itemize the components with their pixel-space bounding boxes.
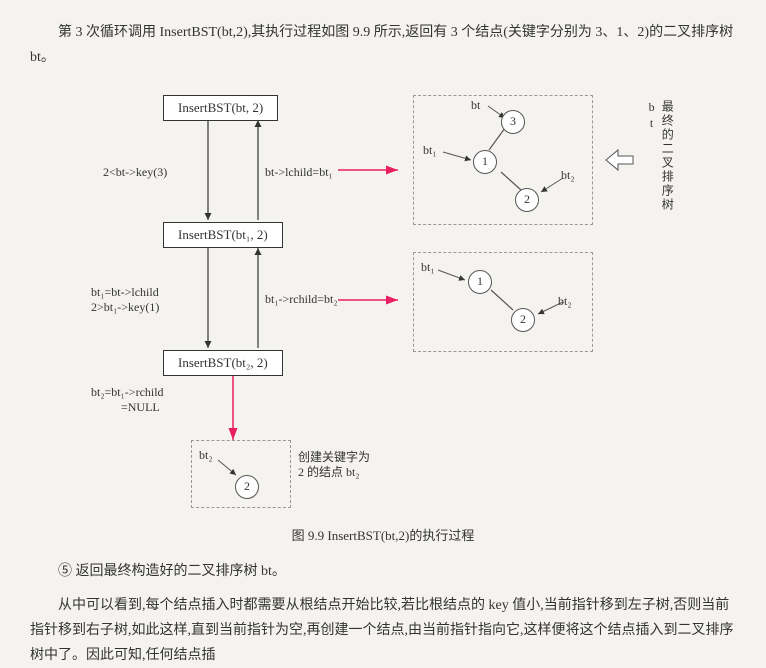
new-node-bt2-label: bt₂	[199, 448, 213, 464]
call-box-1: InsertBST(bt, 2)	[163, 95, 278, 121]
edge-label-left3a: bt₂=bt₁->rchild	[91, 385, 164, 401]
outro-p1: ⑤ 返回最终构造好的二叉排序树 bt。	[30, 559, 736, 584]
edge-label-right2: bt₁->rchild=bt₂	[265, 292, 338, 308]
side-vertical-text: 最终的二叉排序树 bt	[643, 100, 674, 230]
tree2-bt1-label: bt₁	[421, 260, 435, 276]
tree1-bt-label: bt	[471, 98, 480, 114]
call-box-1-text: InsertBST(bt, 2)	[178, 100, 263, 115]
edge-label-right1: bt->lchild=bt₁	[265, 165, 333, 181]
intro-text: 第 3 次循环调用 InsertBST(bt,2),其执行过程如图 9.9 所示…	[30, 25, 733, 65]
call-box-2-text: InsertBST(bt₁, 2)	[178, 227, 268, 242]
edge-label-left2b: 2>bt₁->key(1)	[91, 300, 159, 316]
call-box-3-text: InsertBST(bt₂, 2)	[178, 355, 268, 370]
intro-paragraph: 第 3 次循环调用 InsertBST(bt,2),其执行过程如图 9.9 所示…	[30, 20, 736, 70]
tree2-bt2-label: bt₂	[558, 294, 572, 310]
call-box-3: InsertBST(bt₂, 2)	[163, 350, 283, 376]
figure-caption: 图 9.9 InsertBST(bt,2)的执行过程	[30, 525, 736, 544]
edge-label-left3b: =NULL	[121, 400, 160, 416]
tree1-bt1-label: bt₁	[423, 143, 437, 159]
edge-label-left2a: bt₁=bt->lchild	[91, 285, 159, 301]
diagram: InsertBST(bt, 2) InsertBST(bt₁, 2) Inser…	[43, 80, 723, 520]
tree1-bt2-label: bt₂	[561, 168, 575, 184]
edge-label-left1: 2<bt->key(3)	[103, 165, 167, 181]
outro-p2: 从中可以看到,每个结点插入时都需要从根结点开始比较,若比根结点的 key 值小,…	[30, 593, 736, 668]
new-node-text2: 2 的结点 bt₂	[298, 465, 360, 481]
call-box-2: InsertBST(bt₁, 2)	[163, 222, 283, 248]
new-node-text1: 创建关键字为	[298, 450, 370, 466]
